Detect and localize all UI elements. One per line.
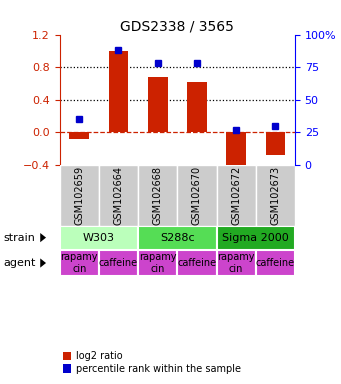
Text: log2 ratio: log2 ratio <box>76 351 122 361</box>
Bar <box>138 165 177 226</box>
Bar <box>217 226 295 250</box>
Text: caffeine: caffeine <box>177 258 217 268</box>
Bar <box>70 132 89 139</box>
Bar <box>60 226 138 250</box>
Bar <box>109 51 128 132</box>
Bar <box>177 250 217 276</box>
Text: GSM102670: GSM102670 <box>192 166 202 225</box>
Bar <box>266 132 285 155</box>
Text: S288c: S288c <box>160 233 195 243</box>
Bar <box>99 165 138 226</box>
Text: percentile rank within the sample: percentile rank within the sample <box>76 364 241 374</box>
Bar <box>60 165 99 226</box>
Text: GSM102672: GSM102672 <box>231 166 241 225</box>
Text: rapamy
cin: rapamy cin <box>61 252 98 274</box>
Bar <box>217 165 256 226</box>
Text: agent: agent <box>3 258 36 268</box>
Bar <box>148 77 167 132</box>
Bar <box>226 132 246 167</box>
Bar <box>99 250 138 276</box>
Bar <box>256 165 295 226</box>
Bar <box>187 82 207 132</box>
Bar <box>177 165 217 226</box>
Title: GDS2338 / 3565: GDS2338 / 3565 <box>120 20 234 33</box>
Text: caffeine: caffeine <box>256 258 295 268</box>
Text: GSM102668: GSM102668 <box>153 166 163 225</box>
Bar <box>60 250 99 276</box>
Text: caffeine: caffeine <box>99 258 138 268</box>
Text: GSM102673: GSM102673 <box>270 166 280 225</box>
Text: W303: W303 <box>83 233 115 243</box>
Text: Sigma 2000: Sigma 2000 <box>222 233 289 243</box>
Bar <box>256 250 295 276</box>
Bar <box>138 250 177 276</box>
Text: strain: strain <box>3 233 35 243</box>
Text: GSM102659: GSM102659 <box>74 166 84 225</box>
Bar <box>138 226 217 250</box>
Text: GSM102664: GSM102664 <box>114 166 123 225</box>
Bar <box>217 250 256 276</box>
Text: rapamy
cin: rapamy cin <box>218 252 255 274</box>
Text: rapamy
cin: rapamy cin <box>139 252 176 274</box>
